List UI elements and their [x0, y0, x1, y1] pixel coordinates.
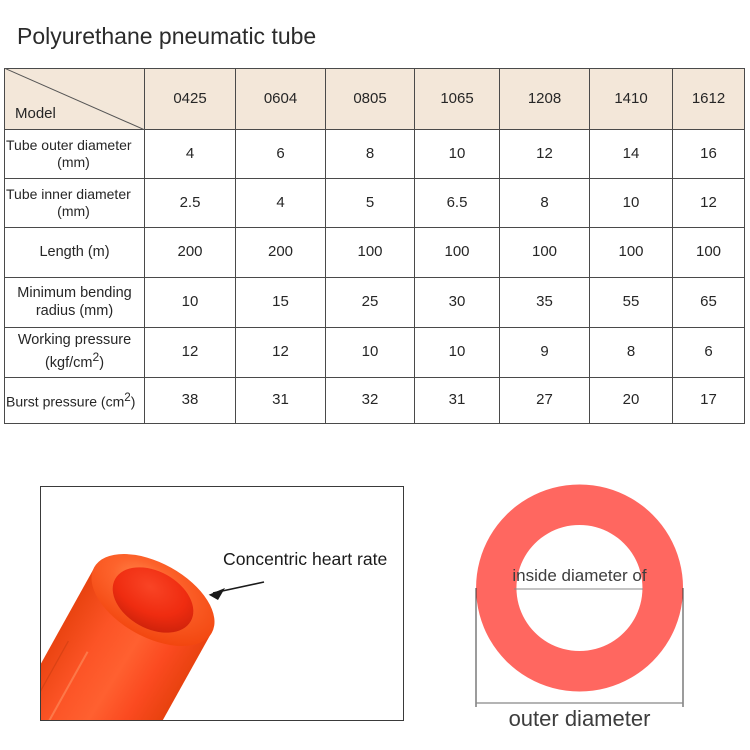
svg-text:Concentric heart rate: Concentric heart rate	[223, 549, 387, 569]
svg-text:outer diameter: outer diameter	[509, 706, 651, 731]
svg-text:inside diameter of: inside diameter of	[512, 566, 646, 585]
